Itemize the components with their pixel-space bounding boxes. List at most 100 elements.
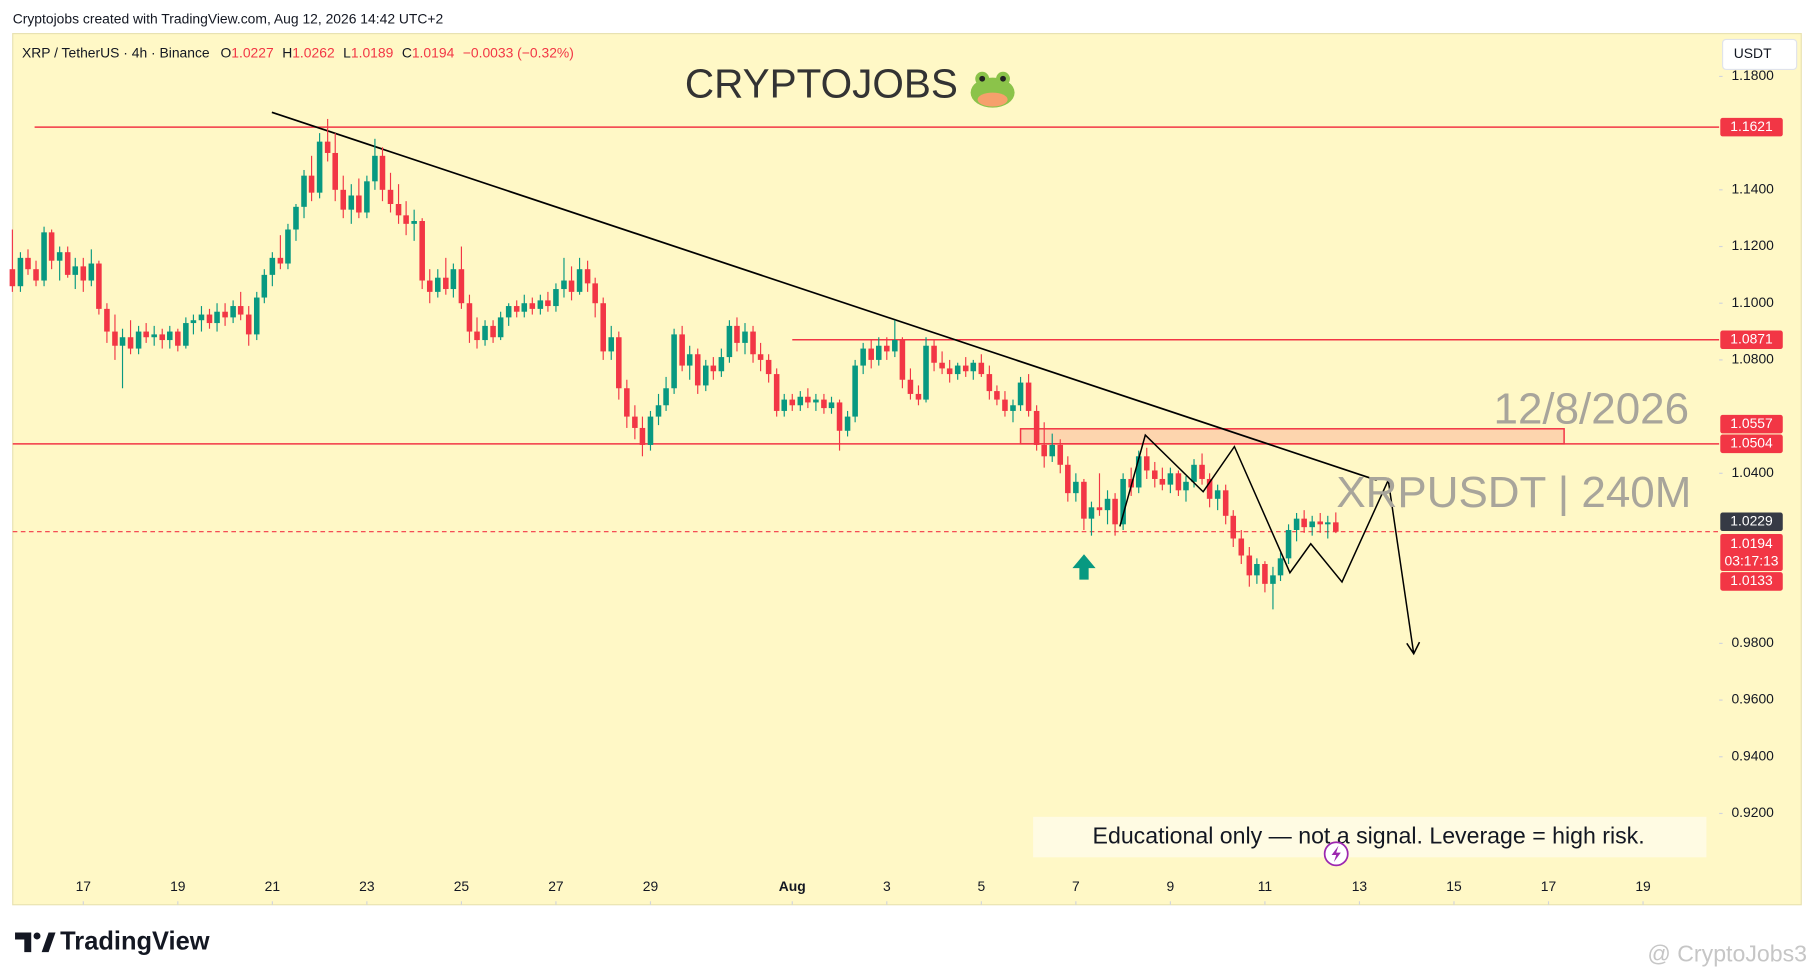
candle-body <box>450 269 457 290</box>
projection-path <box>1119 433 1421 656</box>
candle-body <box>9 269 16 287</box>
candle-body <box>702 365 709 386</box>
candle-body <box>875 345 882 360</box>
candle-body <box>923 345 929 400</box>
y-tick-label: 1.0800 <box>1731 351 1774 367</box>
ohlc-letter: O <box>220 44 231 60</box>
candle-body <box>245 314 252 335</box>
candle-body <box>600 303 606 352</box>
candle-body <box>214 311 220 324</box>
candle-body <box>387 189 394 204</box>
candle-body <box>230 306 236 318</box>
x-tick-label: 3 <box>883 878 891 894</box>
candle-body <box>884 345 890 352</box>
marker-label-box <box>1720 572 1783 591</box>
candle-body <box>545 300 551 307</box>
candle-body <box>1010 405 1016 411</box>
candle-body <box>1017 382 1024 406</box>
level-label-box <box>1720 117 1783 137</box>
up-arrow <box>1072 554 1096 580</box>
candle-body <box>686 354 693 366</box>
change: −0.0033 (−0.32%) <box>463 44 574 60</box>
candle-body <box>757 354 764 360</box>
candle-body <box>639 427 646 445</box>
candle-body <box>1317 521 1323 525</box>
candle-body <box>726 325 733 358</box>
candle-body <box>135 331 142 349</box>
candle-body <box>505 306 512 318</box>
candle-body <box>513 306 520 312</box>
candle-body <box>521 303 528 312</box>
candle-body <box>364 181 370 213</box>
candle-body <box>1206 478 1213 499</box>
candle-body <box>844 416 851 431</box>
marker-label: 1.0229 <box>1730 512 1773 528</box>
candle-body <box>1325 522 1331 525</box>
candle-body <box>718 357 725 372</box>
candle-body <box>978 362 985 375</box>
candle-body <box>88 263 95 281</box>
candle-body <box>419 221 425 281</box>
candle-body <box>1191 464 1197 482</box>
candle-body <box>1152 470 1158 479</box>
candle-body <box>64 252 71 275</box>
candle-body <box>671 334 677 389</box>
candle-body <box>56 252 63 261</box>
candle-body <box>1285 529 1292 559</box>
y-tick-label: 0.9200 <box>1731 804 1774 820</box>
candle-body <box>80 266 87 281</box>
candle-body <box>986 374 993 392</box>
candle-body <box>860 348 866 366</box>
candle-body <box>474 331 480 341</box>
candle-body <box>576 269 583 292</box>
level-label-box <box>1720 330 1783 350</box>
x-tick-label: 13 <box>1352 878 1368 894</box>
ohlc-letter: C <box>402 44 412 60</box>
candle-body <box>1096 507 1103 511</box>
y-tick-label: 1.0400 <box>1731 464 1774 480</box>
frog-icon <box>970 71 1015 108</box>
candle-body <box>868 348 874 360</box>
y-tick-label: 1.1400 <box>1731 180 1774 196</box>
level-label: 1.0871 <box>1730 330 1773 346</box>
candle-body <box>17 257 24 287</box>
candle-body <box>1104 498 1111 511</box>
candle-body <box>608 337 615 352</box>
candle-body <box>797 396 804 406</box>
x-tick-label: 5 <box>977 878 985 894</box>
resistance-zone <box>1019 428 1565 445</box>
candle-body <box>907 379 914 394</box>
x-tick-label: 25 <box>454 878 470 894</box>
x-tick-label: 17 <box>1541 878 1557 894</box>
candle-body <box>466 303 473 332</box>
candle-body <box>403 215 409 224</box>
candle-body <box>340 189 347 210</box>
candle-body <box>443 277 449 290</box>
candle-body <box>624 388 630 417</box>
ohlc-value: 1.0194 <box>412 44 455 60</box>
candle-body <box>435 277 441 292</box>
candle-body <box>1041 444 1047 457</box>
candle-body <box>655 405 662 417</box>
candle-body <box>592 283 598 304</box>
brand: TradingView <box>60 928 210 956</box>
candle-body <box>647 416 654 445</box>
candle-body <box>1254 564 1260 576</box>
ohlc-value: 1.0227 <box>231 44 274 60</box>
zone-label-box <box>1720 414 1783 434</box>
candle-body <box>356 195 362 213</box>
candle-body <box>237 306 244 315</box>
candle-body <box>899 340 906 380</box>
candle-body <box>1065 464 1071 494</box>
x-tick-label: 29 <box>643 878 659 894</box>
candle-body <box>954 365 961 375</box>
candle-body <box>379 155 386 190</box>
currency-button[interactable] <box>1722 38 1798 71</box>
currency: USDT <box>1734 45 1772 61</box>
countdown: 03:17:13 <box>1725 552 1779 568</box>
candle-body <box>773 374 780 411</box>
candle-body <box>1309 521 1315 528</box>
candle-body <box>301 175 307 207</box>
candle-body <box>1112 498 1118 525</box>
level-label: 1.1621 <box>1730 118 1773 134</box>
